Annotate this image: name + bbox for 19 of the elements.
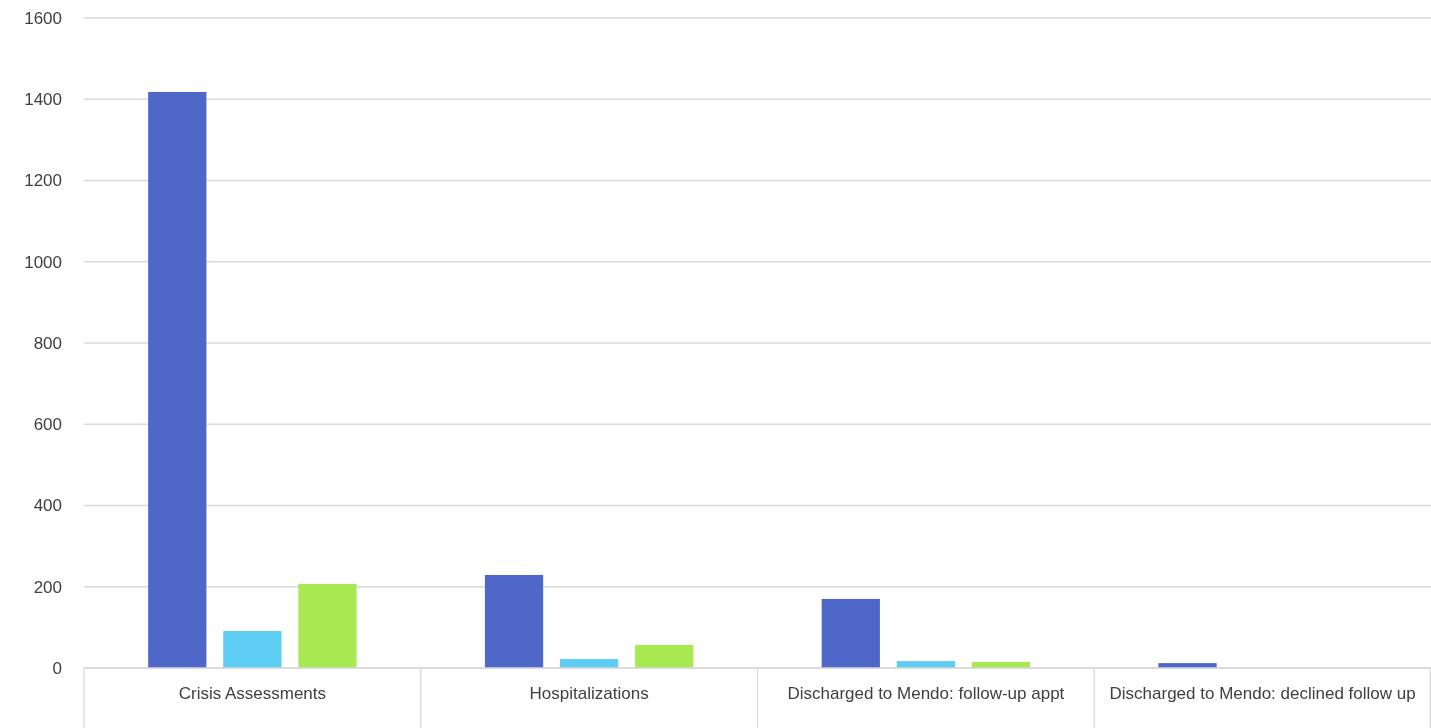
y-tick-label: 1600 <box>24 8 62 28</box>
y-tick-label: 1000 <box>24 252 62 272</box>
bar <box>484 574 544 668</box>
bar <box>821 598 880 668</box>
bar <box>298 583 357 668</box>
y-tick-label: 800 <box>33 333 62 353</box>
bar <box>635 644 694 668</box>
x-tick-label: Discharged to Mendo: declined follow up <box>1109 684 1416 703</box>
y-tick-label: 400 <box>33 496 62 516</box>
x-tick-label: Discharged to Mendo: follow-up appt <box>787 684 1065 703</box>
y-tick-label: 0 <box>52 658 62 678</box>
y-tick-label: 1400 <box>24 90 62 110</box>
y-tick-label: 600 <box>33 415 62 435</box>
bar <box>148 91 207 668</box>
y-tick-label: 200 <box>33 577 62 597</box>
x-tick-label: Crisis Assessments <box>178 684 327 703</box>
y-tick-label: 1200 <box>24 171 62 191</box>
bar <box>223 631 282 668</box>
x-tick-label: Hospitalizations <box>529 684 649 703</box>
